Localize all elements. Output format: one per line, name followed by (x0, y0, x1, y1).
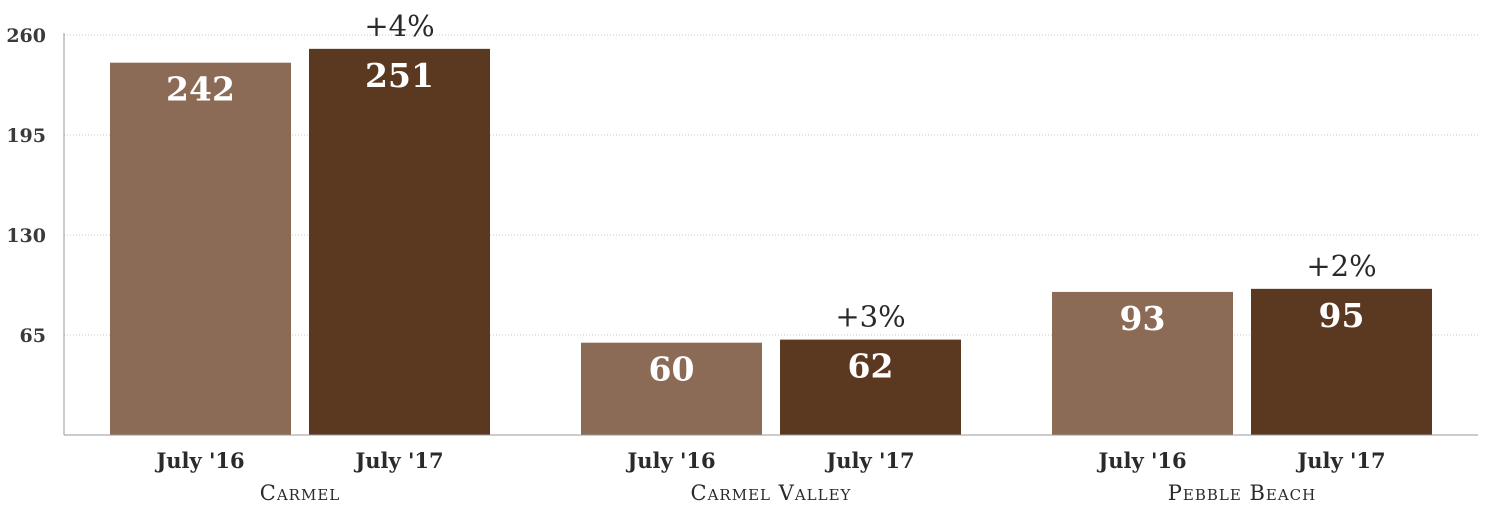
bar-value-label: 95 (1319, 296, 1365, 335)
x-tick-label: July '17 (1295, 448, 1385, 473)
group-label: Pebble Beach (1168, 481, 1316, 505)
group-label: Carmel (260, 481, 340, 505)
bar-value-label: 242 (166, 70, 235, 109)
group-label: Carmel Valley (691, 481, 852, 505)
bar-value-label: 251 (365, 56, 434, 95)
y-axis-ticks: 260 195 130 65 (6, 25, 46, 347)
x-axis-labels: July '16 July '17 Carmel July '16 July '17 Ca… (154, 448, 1385, 505)
y-tick-label: 195 (6, 125, 46, 147)
change-annotation: +4% (364, 9, 434, 43)
y-tick-label: 260 (6, 25, 46, 47)
bars: 242 251 +4% 60 62 +3% 93 95 +2% (110, 9, 1432, 435)
x-tick-label: July '17 (824, 448, 914, 473)
change-annotation: +2% (1306, 249, 1376, 283)
x-tick-label: July '17 (353, 448, 443, 473)
bar-value-label: 93 (1120, 299, 1166, 338)
bar-value-label: 62 (848, 347, 894, 386)
change-annotation: +3% (835, 300, 905, 334)
bar-carmel-july-16 (110, 63, 291, 435)
x-tick-label: July '16 (625, 448, 715, 473)
x-tick-label: July '16 (154, 448, 244, 473)
y-tick-label: 65 (20, 325, 46, 347)
bar-carmel-july-17 (309, 49, 490, 435)
bar-value-label: 60 (649, 350, 695, 389)
x-tick-label: July '16 (1096, 448, 1186, 473)
y-tick-label: 130 (6, 225, 46, 247)
